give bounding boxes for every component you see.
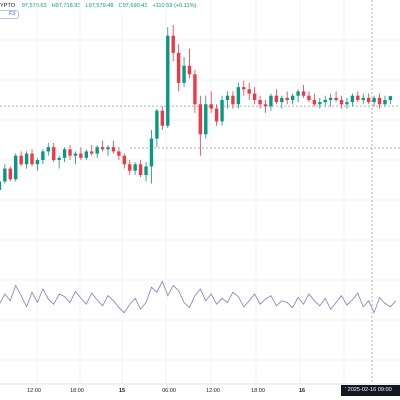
candle: [68, 145, 72, 160]
candle: [90, 145, 94, 156]
candle: [356, 91, 360, 103]
candle: [138, 160, 143, 178]
candle: [111, 140, 116, 154]
candle: [296, 89, 300, 103]
candle: [339, 95, 344, 109]
candle: [176, 44, 181, 92]
candle: [95, 145, 99, 158]
candle: [46, 142, 50, 156]
candle: [280, 95, 284, 109]
candle: [14, 153, 18, 182]
candle: [19, 151, 23, 167]
candle: [350, 93, 355, 107]
candle: [160, 106, 165, 130]
oscillator-pane: [0, 280, 397, 314]
candle: [79, 147, 83, 160]
candle: [236, 82, 241, 109]
candle: [301, 85, 306, 98]
candle: [323, 95, 327, 107]
candle: [285, 91, 289, 105]
indicator-tag[interactable]: F3: [0, 10, 19, 19]
candle: [117, 147, 121, 160]
candle: [0, 181, 2, 190]
candle: [318, 97, 322, 109]
candle: [122, 153, 127, 169]
candle: [41, 149, 45, 165]
candle: [52, 142, 56, 163]
candle: [269, 93, 273, 111]
candle: [263, 100, 268, 113]
crosshair-date-label: ’ 2025-02-16 09:00: [341, 385, 400, 396]
candle: [198, 95, 203, 156]
candle: [345, 97, 349, 109]
legend-change: +110.59 (+0.11%): [152, 3, 197, 9]
candle: [144, 162, 148, 182]
candle: [225, 91, 230, 109]
candle: [372, 95, 376, 107]
x-tick-label: 06:00: [162, 388, 176, 394]
candle: [247, 82, 251, 100]
legend-high: H97,718.93: [51, 3, 81, 9]
legend-close: C97,690.41: [118, 3, 148, 9]
x-tick-label: 12:00: [206, 388, 220, 394]
candle: [231, 91, 235, 109]
candle: [334, 91, 338, 103]
candle: [328, 93, 333, 107]
candle: [106, 145, 110, 156]
candle: [30, 149, 34, 167]
candle: [8, 166, 12, 182]
candles: [0, 25, 393, 190]
x-tick-label: 16: [299, 388, 305, 394]
candle: [35, 157, 40, 171]
candle: [3, 164, 7, 184]
candle: [307, 91, 311, 103]
x-tick-label: 12:00: [27, 388, 41, 394]
legend-symbol: YPTO: [0, 3, 16, 9]
candle: [133, 162, 137, 175]
candle: [366, 93, 371, 105]
candle: [155, 108, 159, 148]
x-tick-label: 18:00: [70, 388, 84, 394]
candle: [57, 155, 61, 169]
candle: [242, 80, 246, 96]
candle: [274, 89, 279, 105]
candle: [73, 151, 78, 165]
grid: [0, 0, 400, 385]
oscillator-line: [0, 280, 397, 314]
candle: [252, 87, 257, 105]
candle: [258, 95, 262, 109]
candle: [100, 140, 105, 152]
candle: [24, 151, 29, 169]
candle: [361, 93, 365, 105]
candle: [209, 91, 213, 113]
candle: [204, 95, 208, 139]
candle: [171, 25, 175, 62]
candle: [312, 93, 317, 107]
x-axis-ticks: 12:00 18:00 15 06:00 12:00 18:00 16: [27, 388, 305, 394]
candle: [214, 104, 219, 126]
candle: [62, 147, 67, 163]
candle: [388, 95, 393, 105]
chart-legend: YPTO 97,579.63 H97,718.93 L97,579.48 C97…: [0, 1, 196, 11]
candle: [193, 70, 197, 113]
candle: [187, 48, 192, 79]
candle: [84, 149, 89, 160]
legend-low: L97,579.48: [85, 3, 114, 9]
candle: [290, 93, 295, 105]
candle: [377, 93, 382, 109]
x-tick-label: 18:00: [251, 388, 265, 394]
candle: [220, 95, 224, 126]
candle: [149, 130, 154, 184]
x-tick-label: 15: [119, 388, 125, 394]
candle: [128, 160, 132, 175]
candle: [166, 27, 170, 128]
candle: [383, 95, 387, 107]
candle: [182, 57, 186, 88]
legend-open: 97,579.63: [20, 3, 47, 9]
crosshair: [0, 0, 400, 384]
